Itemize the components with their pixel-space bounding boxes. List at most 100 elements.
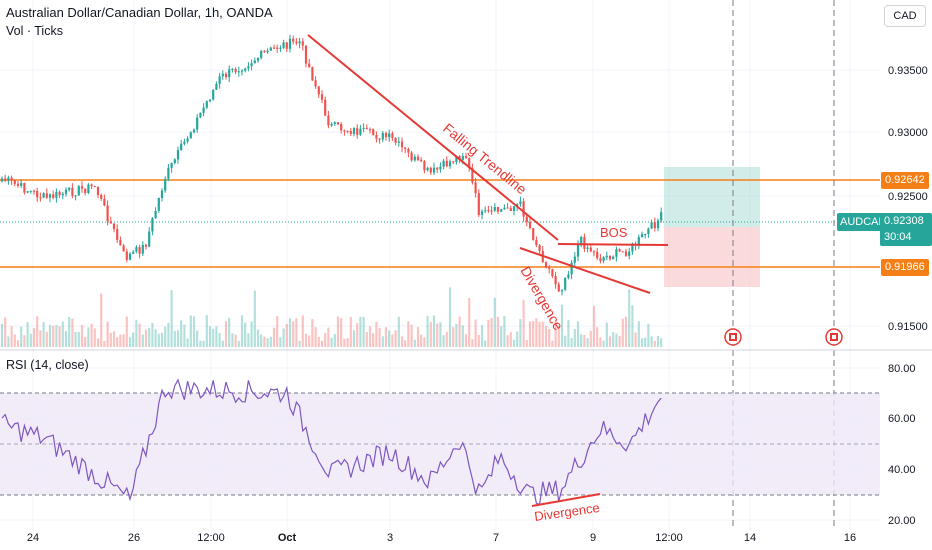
volume-bar — [458, 316, 461, 347]
event-icon-2[interactable] — [825, 328, 843, 346]
volume-bar — [423, 337, 426, 347]
volume-bar — [541, 321, 544, 347]
volume-bar — [234, 334, 237, 347]
volume-bar — [135, 319, 138, 347]
candle — [400, 141, 404, 148]
volume-bar — [653, 340, 656, 347]
volume-bar — [16, 340, 20, 347]
candle — [615, 249, 618, 257]
volume-bar — [71, 318, 74, 347]
volume-bar — [468, 298, 471, 347]
candle — [442, 160, 445, 167]
candle — [314, 80, 317, 87]
volume-bar — [397, 316, 400, 347]
candle — [410, 152, 413, 161]
volume-bar — [180, 320, 183, 347]
rsi-axis[interactable]: 80.00 60.00 40.00 20.00 — [888, 363, 916, 527]
candle — [253, 60, 256, 64]
volume-bar — [522, 299, 525, 347]
candle — [212, 89, 215, 100]
volume-bar — [349, 317, 352, 347]
lower-trendline[interactable] — [519, 247, 651, 294]
volume-bar — [612, 332, 615, 347]
volume-bar — [647, 323, 650, 347]
candle — [26, 191, 29, 193]
volume-bar — [173, 330, 176, 347]
volume-bar — [122, 334, 125, 347]
candle — [423, 161, 426, 171]
volume-bars — [0, 287, 663, 347]
candle — [68, 187, 71, 190]
volume-bar — [80, 325, 84, 347]
volume-bar — [192, 316, 196, 347]
volume-bar — [496, 316, 500, 347]
volume-bar — [253, 290, 256, 347]
candle — [474, 182, 477, 194]
event-icon-1[interactable] — [724, 328, 742, 346]
price-axis[interactable]: 0.93500 0.93000 0.92500 0.91500 — [888, 65, 928, 333]
candle — [333, 122, 336, 124]
candle — [7, 177, 10, 181]
volume-bar — [413, 339, 416, 347]
candle — [356, 128, 359, 135]
candle — [228, 69, 231, 78]
volume-bar — [381, 336, 384, 347]
volume-bar — [208, 326, 212, 347]
volume-bar — [282, 328, 285, 347]
time-axis[interactable]: 24 26 12:00 Oct 3 7 9 12:00 14 16 — [27, 532, 856, 544]
volume-bar — [304, 333, 308, 347]
candle — [320, 94, 324, 100]
last-price-box: 0.92308 30:04 — [880, 213, 932, 246]
volume-bar — [500, 325, 503, 347]
candle — [544, 262, 548, 268]
candle — [16, 183, 20, 186]
volume-bar — [269, 336, 272, 347]
bos-line[interactable] — [557, 243, 669, 246]
candle — [32, 190, 36, 192]
resistance-price-tag: 0.92642 — [881, 172, 929, 189]
stop-zone[interactable] — [664, 227, 760, 287]
volume-bar — [528, 321, 532, 347]
candle — [135, 247, 138, 252]
volume-bar — [256, 329, 260, 347]
rsi-divergence-line[interactable] — [531, 493, 601, 507]
candle — [276, 47, 279, 49]
candle — [141, 244, 144, 254]
candle — [391, 133, 394, 138]
volume-bar — [503, 315, 506, 347]
target-zone[interactable] — [664, 167, 760, 227]
rsi-line[interactable] — [1, 378, 662, 506]
candle — [436, 167, 439, 170]
candle — [103, 198, 106, 206]
candle — [295, 41, 298, 44]
time-tick: 3 — [387, 532, 393, 544]
candle — [269, 47, 272, 51]
candle — [394, 137, 397, 143]
falling-trendline[interactable] — [307, 34, 559, 241]
time-tick: 12:00 — [655, 532, 683, 544]
candle — [365, 128, 368, 130]
volume-bar — [439, 322, 442, 347]
candle — [528, 222, 532, 229]
candle — [192, 129, 196, 133]
volume-bar — [272, 327, 276, 347]
candle — [535, 239, 538, 246]
rsi-label[interactable]: RSI (14, close) — [6, 358, 89, 372]
volume-bar — [605, 322, 608, 347]
candle — [125, 251, 128, 260]
volume-bar — [448, 287, 452, 347]
volume-bar — [618, 336, 621, 347]
volume-bar — [324, 332, 327, 347]
candle — [39, 197, 42, 199]
candle — [468, 158, 471, 168]
volume-bar — [544, 325, 548, 347]
volume-bar — [189, 315, 192, 347]
candle — [426, 167, 429, 171]
candle — [64, 189, 68, 194]
candle — [324, 99, 327, 116]
candles[interactable] — [0, 34, 663, 296]
volume-bar — [628, 289, 631, 347]
volume-bar — [96, 338, 100, 347]
currency-button[interactable]: CAD — [884, 5, 926, 27]
